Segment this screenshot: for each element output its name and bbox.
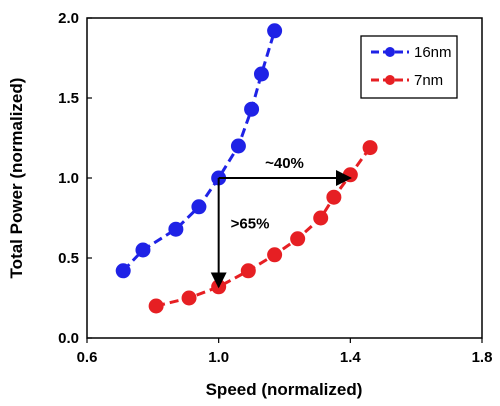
y-axis-ticks: 0.0 0.5 1.0 1.5 2.0	[58, 10, 92, 347]
data-point-7nm	[313, 210, 329, 226]
y-tick-label: 0.0	[58, 330, 79, 347]
data-point-16nm	[230, 138, 246, 154]
x-tick-label: 1.8	[472, 349, 493, 366]
legend-label-16nm: 16nm	[414, 44, 452, 61]
y-tick-label: 0.5	[58, 250, 79, 267]
y-axis-title: Total Power (normalized)	[7, 78, 26, 279]
annotation-label-speed: ~40%	[265, 155, 304, 172]
x-tick-label: 0.6	[77, 349, 98, 366]
y-tick-label: 2.0	[58, 10, 79, 27]
data-point-7nm	[240, 263, 256, 279]
data-point-7nm	[267, 247, 283, 263]
legend-marker-16nm	[385, 47, 395, 57]
data-point-16nm	[168, 221, 184, 237]
data-point-16nm	[253, 66, 269, 82]
legend-label-7nm: 7nm	[414, 72, 443, 89]
data-point-16nm	[267, 23, 283, 39]
legend-marker-7nm	[385, 75, 395, 85]
x-axis-ticks: 0.6 1.0 1.4 1.8	[77, 338, 493, 366]
series-line-7nm	[155, 146, 372, 308]
data-point-7nm	[362, 140, 378, 156]
annotation-label-power: >65%	[231, 215, 270, 232]
series-16nm	[115, 23, 283, 279]
data-point-16nm	[135, 242, 151, 258]
y-tick-label: 1.0	[58, 170, 79, 187]
legend: 16nm 7nm	[360, 35, 458, 99]
y-tick-label: 1.5	[58, 90, 79, 107]
data-point-16nm	[244, 101, 260, 117]
data-point-7nm	[181, 290, 197, 306]
annotation-layer: ~40% >65%	[210, 155, 352, 289]
series-layer	[115, 23, 378, 314]
data-point-7nm	[326, 189, 342, 205]
legend-box	[360, 35, 458, 99]
data-point-7nm	[342, 167, 358, 183]
data-point-16nm	[115, 263, 131, 279]
data-point-16nm	[191, 199, 207, 215]
series-7nm	[148, 140, 378, 314]
x-tick-label: 1.4	[340, 349, 362, 366]
x-tick-label: 1.0	[208, 349, 229, 366]
x-axis-title: Speed (normalized)	[206, 380, 363, 399]
series-line-16nm	[122, 30, 277, 272]
data-point-7nm	[290, 231, 306, 247]
data-point-7nm	[148, 298, 164, 314]
